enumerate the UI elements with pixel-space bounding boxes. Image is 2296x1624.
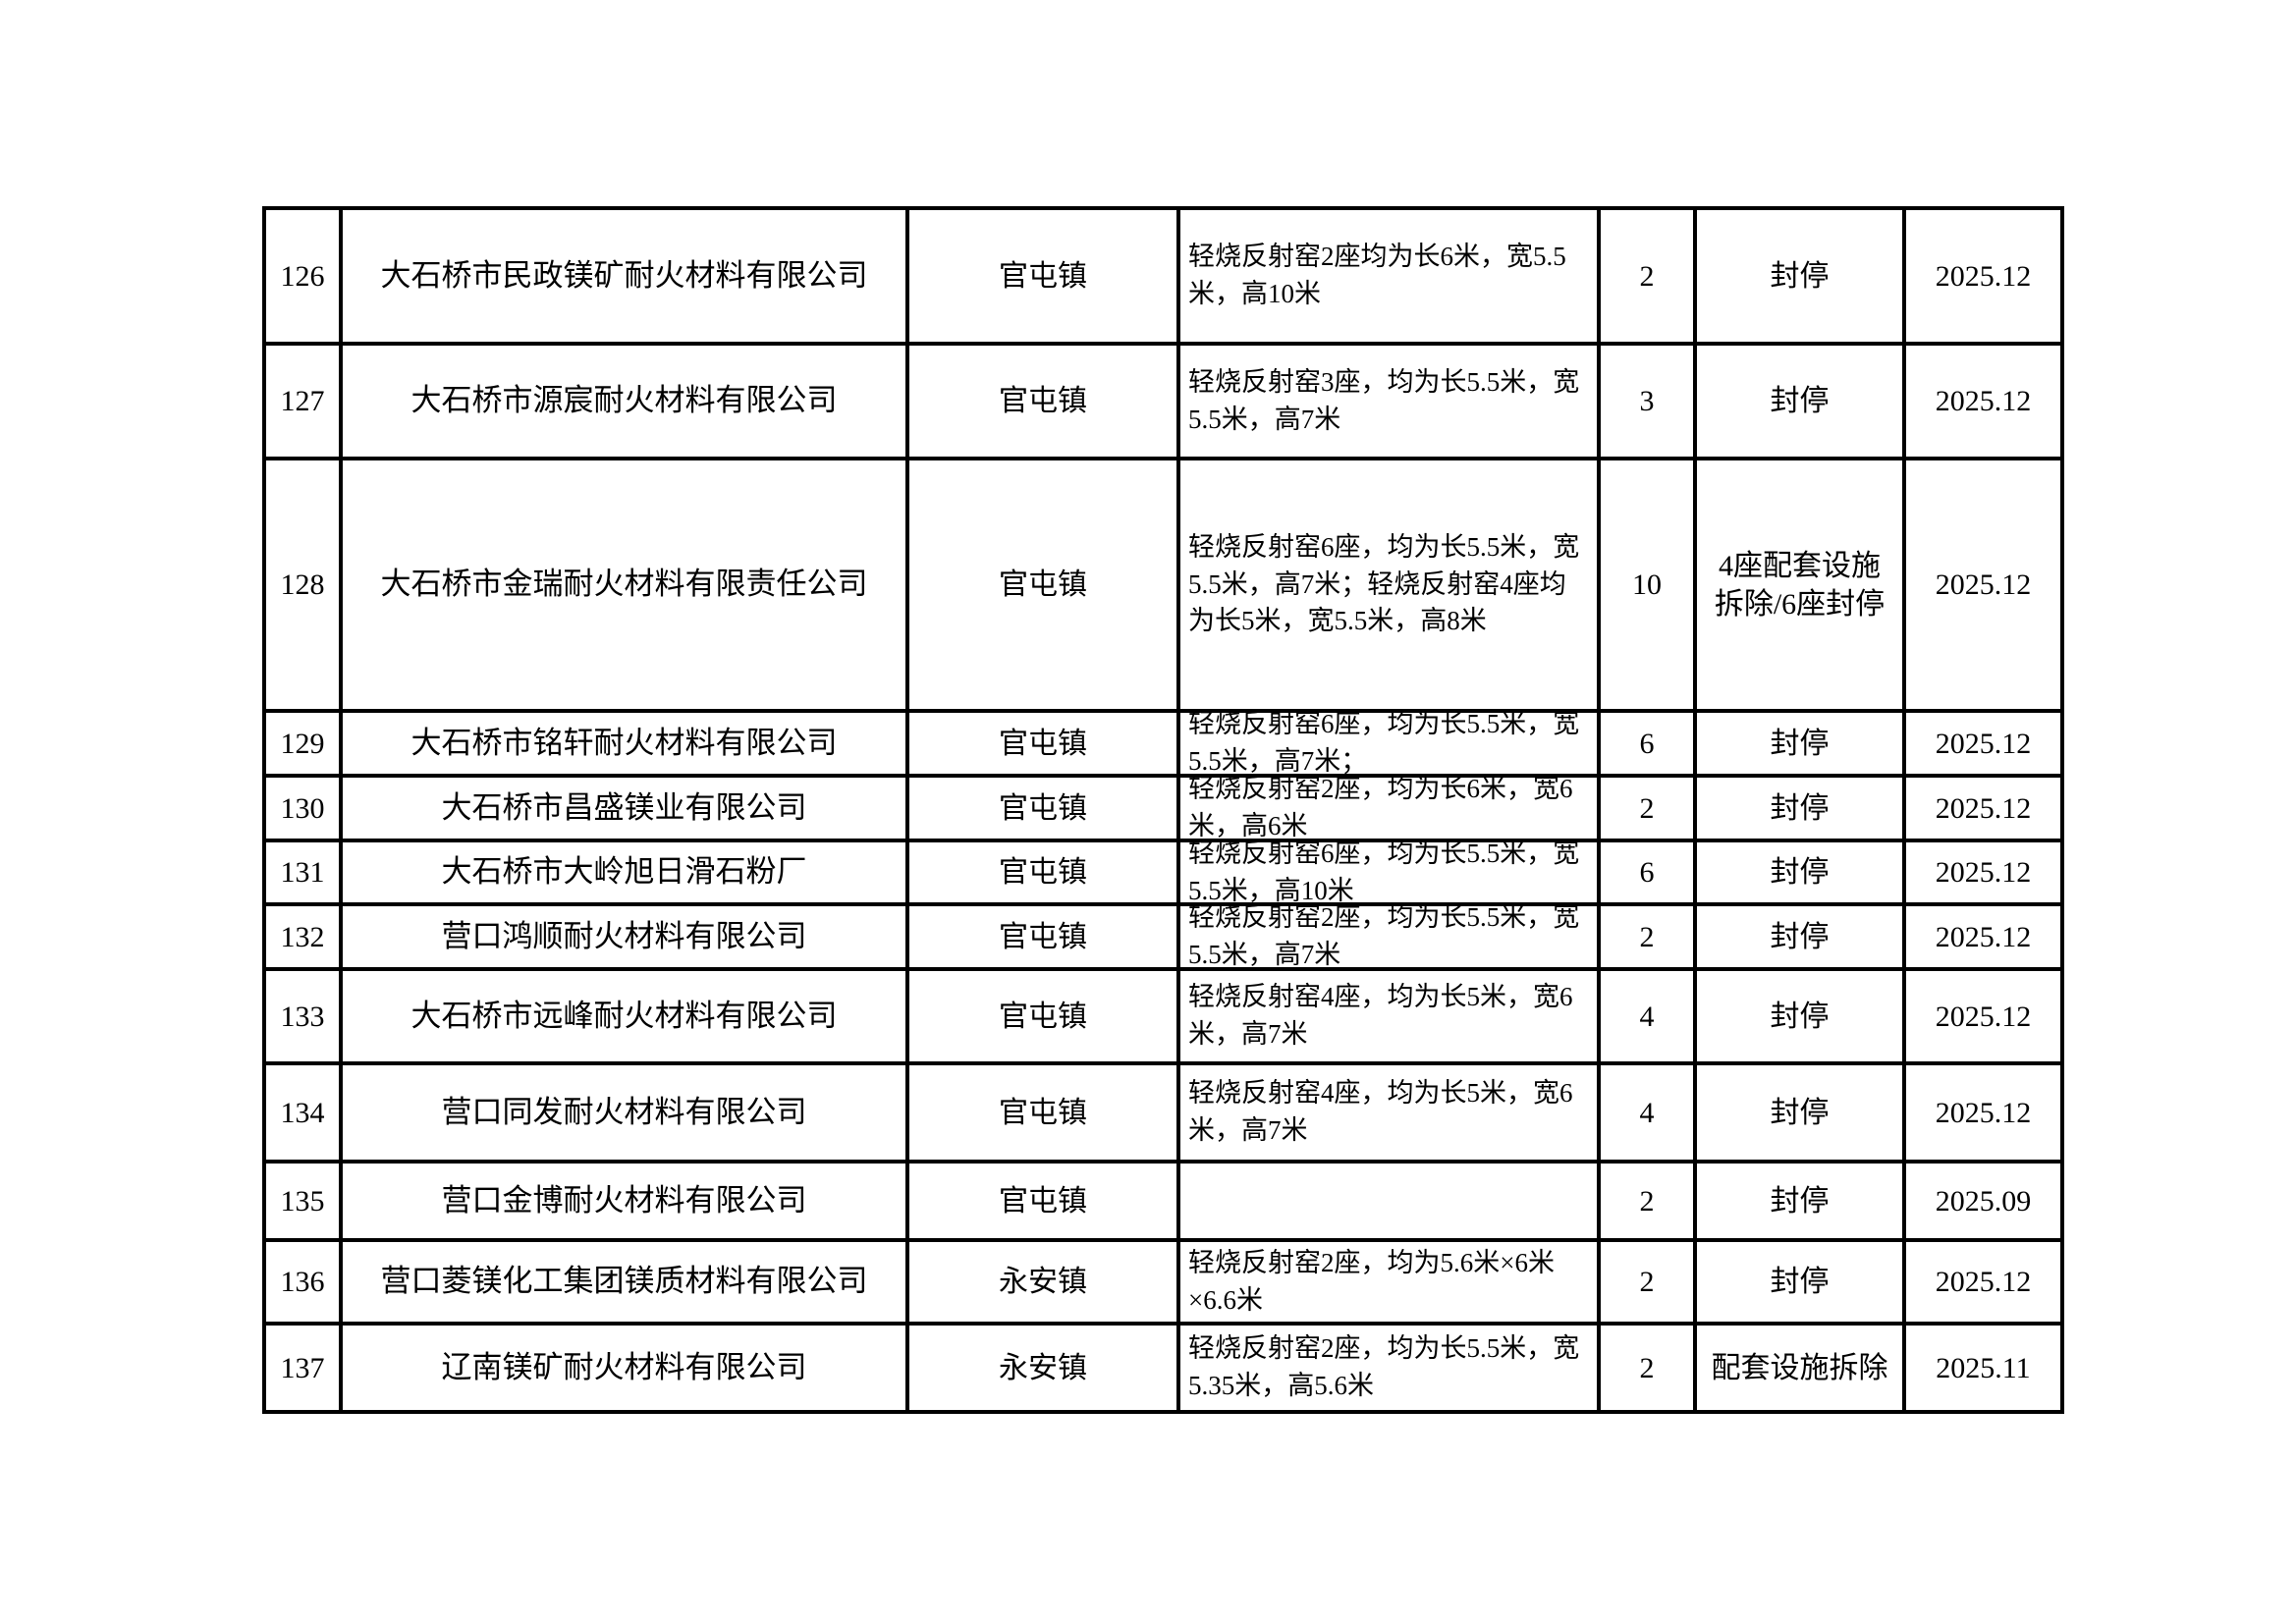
row-number-cell: 127 [266, 346, 339, 457]
kiln-desc-cell: 轻烧反射窑2座，均为5.6米×6米×6.6米 [1180, 1242, 1597, 1322]
town-cell: 永安镇 [909, 1326, 1176, 1410]
status-cell: 封停 [1697, 1164, 1902, 1238]
status-cell: 封停 [1697, 713, 1902, 774]
date-cell: 2025.11 [1906, 1326, 2060, 1410]
date-cell: 2025.12 [1906, 713, 2060, 774]
status-cell: 封停 [1697, 210, 1902, 342]
status-cell: 封停 [1697, 971, 1902, 1061]
town-cell: 官屯镇 [909, 906, 1176, 967]
kiln-desc-cell: 轻烧反射窑2座，均为长5.5米，宽5.35米，高5.6米 [1180, 1326, 1597, 1410]
town-cell: 官屯镇 [909, 210, 1176, 342]
count-cell: 2 [1601, 1326, 1693, 1410]
company-cell: 大石桥市源宸耐火材料有限公司 [343, 346, 905, 457]
status-cell: 封停 [1697, 906, 1902, 967]
count-cell: 4 [1601, 1065, 1693, 1160]
row-number-cell: 129 [266, 713, 339, 774]
row-number-cell: 136 [266, 1242, 339, 1322]
row-number-cell: 131 [266, 842, 339, 902]
kiln-desc-cell [1180, 1164, 1597, 1238]
status-cell: 封停 [1697, 1065, 1902, 1160]
row-number-cell: 126 [266, 210, 339, 342]
count-cell: 2 [1601, 778, 1693, 839]
date-cell: 2025.12 [1906, 1065, 2060, 1160]
company-cell: 大石桥市昌盛镁业有限公司 [343, 778, 905, 839]
row-number-cell: 128 [266, 460, 339, 709]
company-cell: 大石桥市金瑞耐火材料有限责任公司 [343, 460, 905, 709]
kiln-desc-cell: 轻烧反射窑4座，均为长5米，宽6米，高7米 [1180, 971, 1597, 1061]
count-cell: 2 [1601, 906, 1693, 967]
count-cell: 6 [1601, 842, 1693, 902]
companies-table: 126 大石桥市民政镁矿耐火材料有限公司 官屯镇 轻烧反射窑2座均为长6米，宽5… [262, 206, 2064, 1414]
town-cell: 官屯镇 [909, 460, 1176, 709]
company-cell: 大石桥市民政镁矿耐火材料有限公司 [343, 210, 905, 342]
count-cell: 2 [1601, 1164, 1693, 1238]
date-cell: 2025.12 [1906, 906, 2060, 967]
date-cell: 2025.12 [1906, 460, 2060, 709]
town-cell: 官屯镇 [909, 1164, 1176, 1238]
town-cell: 官屯镇 [909, 1065, 1176, 1160]
row-number-cell: 133 [266, 971, 339, 1061]
town-cell: 官屯镇 [909, 713, 1176, 774]
town-cell: 官屯镇 [909, 842, 1176, 902]
company-cell: 大石桥市铭轩耐火材料有限公司 [343, 713, 905, 774]
date-cell: 2025.12 [1906, 210, 2060, 342]
company-cell: 辽南镁矿耐火材料有限公司 [343, 1326, 905, 1410]
kiln-desc-cell: 轻烧反射窑6座，均为长5.5米，宽5.5米，高7米；轻烧反射窑4座均为长5米，宽… [1180, 460, 1597, 709]
count-cell: 2 [1601, 210, 1693, 342]
town-cell: 官屯镇 [909, 778, 1176, 839]
company-cell: 营口鸿顺耐火材料有限公司 [343, 906, 905, 967]
count-cell: 4 [1601, 971, 1693, 1061]
row-number-cell: 130 [266, 778, 339, 839]
kiln-desc-cell: 轻烧反射窑6座，均为长5.5米，宽5.5米，高7米； [1180, 713, 1597, 774]
date-cell: 2025.12 [1906, 346, 2060, 457]
status-cell: 封停 [1697, 842, 1902, 902]
kiln-desc-cell: 轻烧反射窑6座，均为长5.5米，宽5.5米，高10米 [1180, 842, 1597, 902]
town-cell: 官屯镇 [909, 346, 1176, 457]
date-cell: 2025.09 [1906, 1164, 2060, 1238]
company-cell: 营口金博耐火材料有限公司 [343, 1164, 905, 1238]
row-number-cell: 137 [266, 1326, 339, 1410]
date-cell: 2025.12 [1906, 1242, 2060, 1322]
status-cell: 配套设施拆除 [1697, 1326, 1902, 1410]
count-cell: 10 [1601, 460, 1693, 709]
status-cell: 封停 [1697, 778, 1902, 839]
kiln-desc-cell: 轻烧反射窑2座，均为长6米，宽6米，高6米 [1180, 778, 1597, 839]
kiln-desc-cell: 轻烧反射窑4座，均为长5米，宽6米，高7米 [1180, 1065, 1597, 1160]
kiln-desc-cell: 轻烧反射窑3座，均为长5.5米，宽5.5米，高7米 [1180, 346, 1597, 457]
status-cell: 封停 [1697, 1242, 1902, 1322]
status-cell: 4座配套设施拆除/6座封停 [1697, 460, 1902, 709]
count-cell: 6 [1601, 713, 1693, 774]
company-cell: 大石桥市大岭旭日滑石粉厂 [343, 842, 905, 902]
row-number-cell: 132 [266, 906, 339, 967]
status-cell: 封停 [1697, 346, 1902, 457]
date-cell: 2025.12 [1906, 842, 2060, 902]
count-cell: 2 [1601, 1242, 1693, 1322]
kiln-desc-cell: 轻烧反射窑2座均为长6米，宽5.5米，高10米 [1180, 210, 1597, 342]
date-cell: 2025.12 [1906, 778, 2060, 839]
town-cell: 官屯镇 [909, 971, 1176, 1061]
count-cell: 3 [1601, 346, 1693, 457]
company-cell: 大石桥市远峰耐火材料有限公司 [343, 971, 905, 1061]
date-cell: 2025.12 [1906, 971, 2060, 1061]
company-cell: 营口菱镁化工集团镁质材料有限公司 [343, 1242, 905, 1322]
town-cell: 永安镇 [909, 1242, 1176, 1322]
company-cell: 营口同发耐火材料有限公司 [343, 1065, 905, 1160]
row-number-cell: 134 [266, 1065, 339, 1160]
row-number-cell: 135 [266, 1164, 339, 1238]
kiln-desc-cell: 轻烧反射窑2座，均为长5.5米，宽5.5米，高7米 [1180, 906, 1597, 967]
